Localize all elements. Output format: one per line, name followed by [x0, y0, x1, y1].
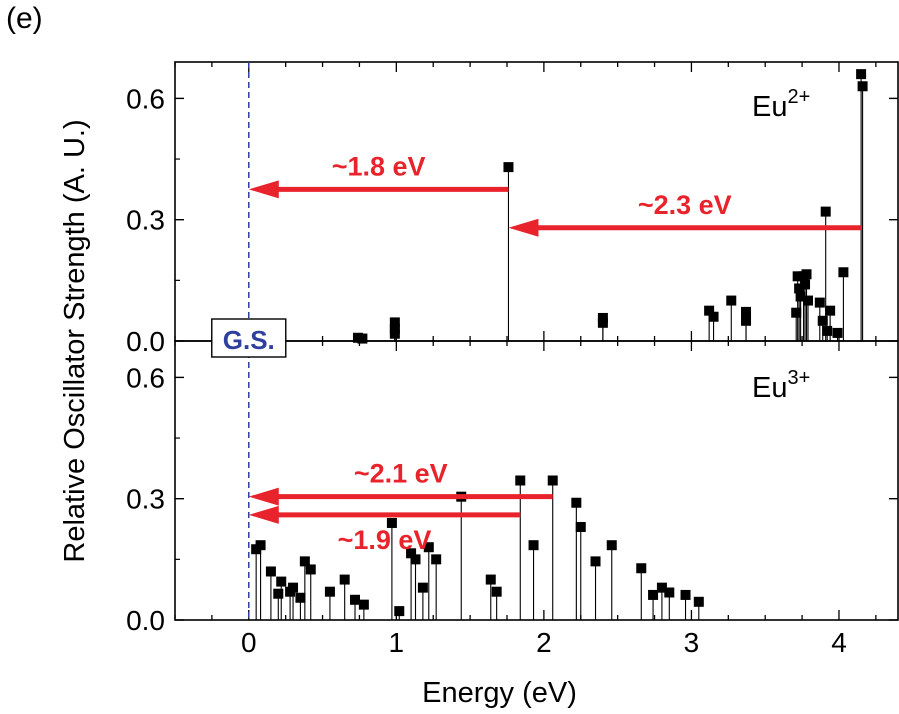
data-point — [485, 574, 496, 585]
data-point — [606, 540, 617, 551]
data-point — [410, 554, 421, 565]
data-point — [648, 589, 659, 600]
y-tick-label-top: 0.0 — [126, 326, 165, 357]
figure-panel-label: (e) — [6, 2, 43, 35]
data-point — [295, 592, 306, 603]
data-point — [324, 586, 335, 597]
data-point — [273, 588, 284, 599]
data-point — [693, 596, 704, 607]
data-point — [802, 295, 813, 306]
data-point — [547, 475, 558, 486]
x-tick-label: 2 — [536, 627, 552, 658]
data-point — [856, 69, 867, 80]
data-point — [575, 522, 586, 532]
data-point — [791, 307, 802, 318]
data-point — [656, 582, 667, 593]
energy-arrow-head — [248, 505, 279, 524]
data-point — [832, 327, 843, 338]
data-point — [503, 162, 514, 173]
data-point — [801, 269, 812, 280]
data-point — [590, 556, 601, 567]
data-point — [350, 594, 361, 605]
data-point — [276, 576, 287, 587]
data-point — [339, 574, 350, 585]
energy-arrow-label: ~1.9 eV — [338, 525, 432, 555]
data-point — [265, 566, 276, 577]
data-point — [305, 564, 316, 575]
x-tick-label: 4 — [831, 627, 847, 658]
data-point — [299, 556, 310, 567]
data-point — [358, 599, 369, 610]
data-point — [741, 315, 752, 326]
ground-state-box — [211, 318, 287, 358]
data-point — [708, 311, 719, 322]
data-point — [664, 587, 675, 598]
y-tick-label-top: 0.3 — [126, 205, 165, 236]
data-point — [288, 582, 299, 593]
data-point — [704, 305, 715, 316]
energy-arrow-head — [508, 218, 539, 237]
energy-arrow-label: ~2.3 eV — [638, 190, 732, 220]
data-point — [417, 582, 428, 593]
x-tick-label: 0 — [241, 627, 257, 658]
data-point — [255, 540, 266, 551]
energy-arrow-head — [248, 487, 279, 506]
data-point — [431, 554, 442, 565]
data-point — [680, 589, 691, 600]
energy-arrow-label: ~1.8 eV — [332, 151, 426, 181]
data-point — [389, 328, 400, 339]
data-point — [814, 297, 825, 308]
x-tick-label: 1 — [389, 627, 405, 658]
data-point — [825, 305, 836, 316]
data-point — [794, 283, 805, 294]
data-point — [515, 475, 526, 486]
data-point — [491, 586, 502, 597]
data-point — [394, 606, 405, 617]
data-point — [636, 563, 647, 574]
y-tick-label-bottom: 0.3 — [126, 484, 165, 515]
data-point — [838, 267, 849, 278]
data-point — [406, 548, 417, 559]
x-axis-label: Energy (eV) — [422, 677, 577, 709]
plot-frame-bottom — [174, 340, 899, 621]
data-point — [389, 317, 400, 328]
y-tick-label-top: 0.6 — [126, 83, 165, 114]
data-point — [800, 279, 811, 290]
data-point — [357, 333, 368, 344]
ion-label-bottom: Eu3+ — [752, 367, 810, 404]
data-point — [820, 206, 831, 217]
data-point — [726, 295, 737, 306]
data-point — [528, 540, 539, 551]
energy-arrow-label: ~2.1 eV — [354, 459, 448, 489]
y-axis-label: Relative Oscillator Strength (A. U.) — [59, 119, 91, 562]
data-point — [795, 291, 806, 302]
data-point — [741, 306, 752, 317]
data-point — [386, 517, 397, 528]
data-point — [792, 271, 803, 282]
data-point — [817, 315, 828, 326]
y-tick-label-bottom: 0.0 — [126, 605, 165, 636]
x-tick-label: 3 — [684, 627, 700, 658]
energy-arrow-head — [248, 180, 279, 199]
data-point — [857, 81, 868, 92]
data-point — [423, 542, 434, 553]
data-point — [571, 497, 582, 508]
data-point — [822, 325, 833, 336]
data-point — [597, 317, 608, 328]
ion-label-top: Eu2+ — [752, 86, 810, 123]
ground-state-label: G.S. — [223, 325, 275, 355]
y-tick-label-bottom: 0.6 — [126, 362, 165, 393]
